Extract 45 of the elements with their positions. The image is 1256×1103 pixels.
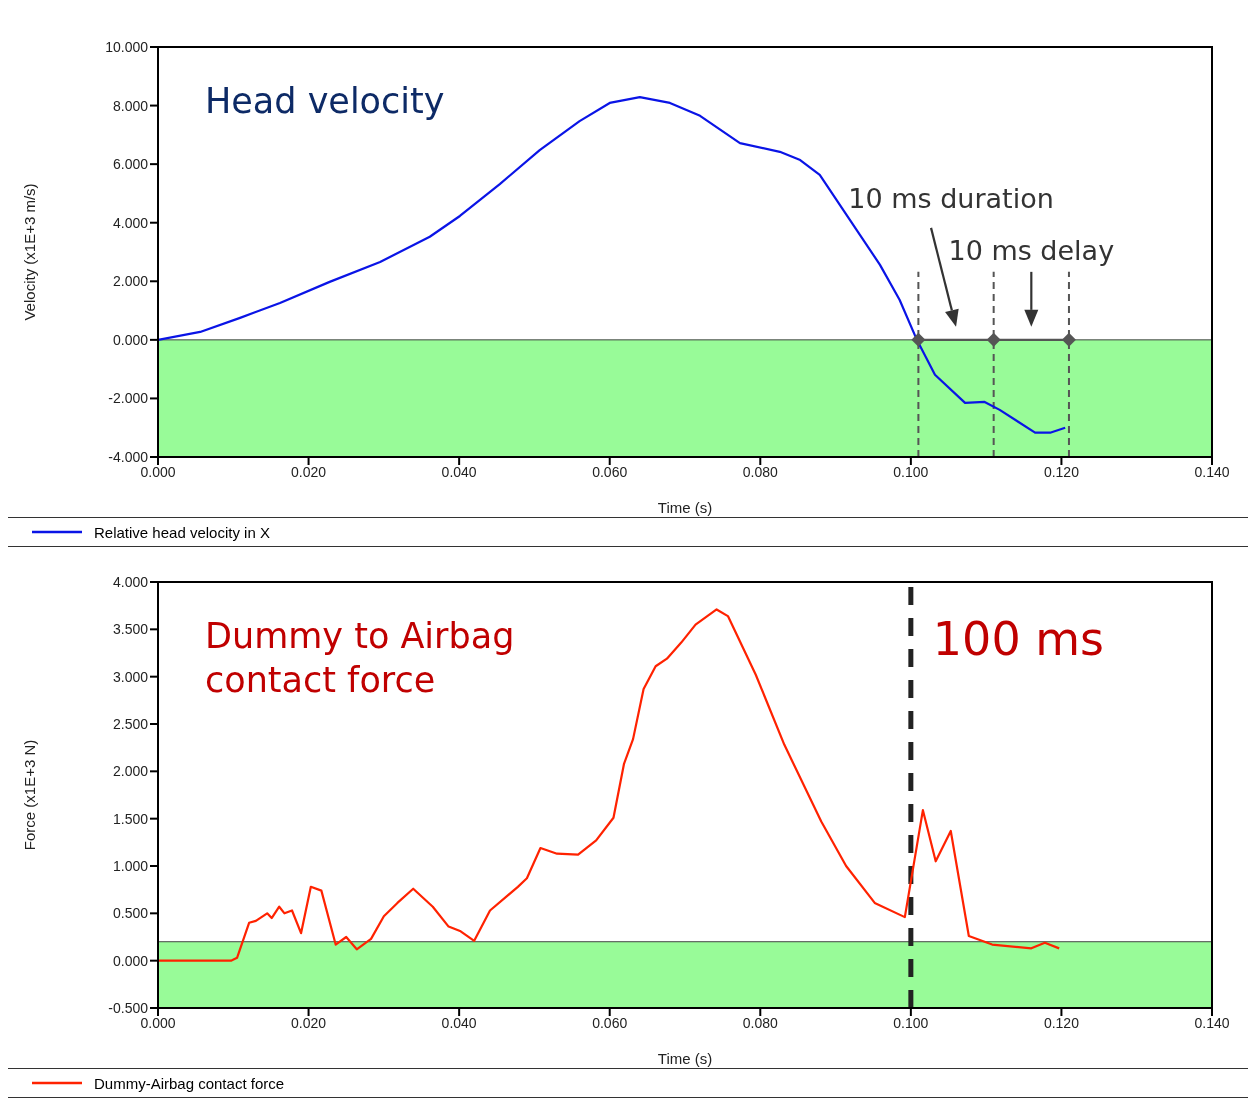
annotation: 10 ms duration — [848, 183, 1054, 215]
x-axis-title: Time (s) — [657, 499, 713, 516]
x-tick-label: 0.100 — [893, 463, 929, 480]
y-tick-label: 1.000 — [112, 857, 149, 874]
y-tick-label: -0.500 — [108, 999, 149, 1016]
x-tick-label: 0.020 — [291, 463, 327, 480]
x-tick-label: 0.100 — [893, 1014, 929, 1031]
y-tick-label: 0.000 — [112, 331, 149, 348]
x-tick-label: 0.140 — [1194, 463, 1230, 480]
legend-label: Dummy-Airbag contact force — [94, 1074, 285, 1092]
y-tick-label: 3.500 — [112, 621, 149, 638]
y-tick-label: 0.000 — [112, 952, 149, 969]
x-tick-label: 0.040 — [441, 463, 477, 480]
x-tick-label: 0.000 — [140, 463, 176, 480]
x-axis-title: Time (s) — [657, 1050, 713, 1067]
x-tick-label: 0.040 — [441, 1014, 477, 1031]
annotation: 10 ms delay — [948, 235, 1115, 267]
x-tick-label: 0.080 — [742, 1014, 779, 1031]
text: Dummy to Airbag contact force — [205, 615, 516, 702]
y-tick-label: 6.000 — [112, 156, 149, 173]
y-axis-title: Force (x1E+3 N) — [21, 739, 39, 851]
x-tick-label: 0.120 — [1043, 463, 1080, 480]
y-tick-label: -4.000 — [108, 448, 149, 465]
y-tick-label: 8.000 — [112, 97, 149, 114]
y-tick-label: 4.000 — [112, 573, 149, 590]
x-tick-label: 0.080 — [742, 463, 779, 480]
y-tick-label: 10.000 — [105, 38, 149, 55]
y-tick-label: 3.000 — [112, 668, 149, 685]
y-tick-label: -2.000 — [108, 390, 149, 407]
text: Head velocity — [205, 80, 446, 123]
x-tick-label: 0.120 — [1043, 1014, 1080, 1031]
y-tick-label: 1.500 — [112, 810, 149, 827]
x-tick-label: 0.060 — [592, 463, 628, 480]
y-tick-label: 0.500 — [112, 905, 149, 922]
x-tick-label: 0.000 — [140, 1014, 176, 1031]
y-tick-label: 2.500 — [112, 715, 149, 732]
y-tick-label: 2.000 — [112, 763, 149, 780]
y-tick-label: 4.000 — [112, 214, 149, 231]
legend-label: Relative head velocity in X — [94, 523, 270, 541]
y-tick-label: 2.000 — [112, 273, 149, 290]
x-tick-label: 0.140 — [1194, 1014, 1230, 1031]
x-tick-label: 0.020 — [291, 1014, 327, 1031]
x-tick-label: 0.060 — [592, 1014, 628, 1031]
y-axis-title: Velocity (x1E+3 m/s) — [21, 183, 39, 321]
ref-line-label: 100 ms — [932, 612, 1105, 666]
